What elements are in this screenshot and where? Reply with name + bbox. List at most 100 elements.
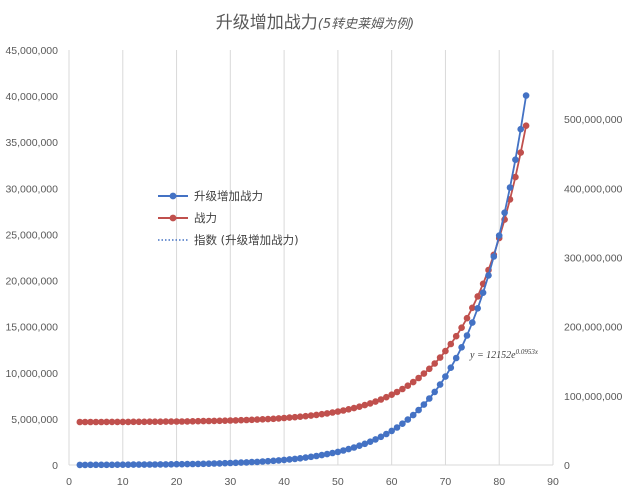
point-power-33 (243, 416, 250, 424)
point-upgrade-45 (307, 453, 315, 461)
point-power-61 (393, 388, 401, 396)
x-tick-label-3: 30 (224, 476, 236, 488)
point-power-60 (388, 391, 396, 399)
point-upgrade-23 (189, 460, 196, 468)
point-upgrade-71 (447, 364, 455, 372)
y-left-tick-label-4: 20,000,000 (5, 276, 58, 288)
point-power-29 (221, 417, 229, 425)
point-upgrade-74 (463, 332, 471, 339)
point-power-49 (329, 409, 336, 416)
y-right-tick-label-1: 100,000,000 (564, 391, 623, 403)
point-upgrade-29 (221, 459, 229, 467)
chart-title: 升级增加战力(5转史莱姆为例) (216, 13, 414, 33)
point-power-11 (124, 418, 132, 426)
x-tick-label-6: 60 (386, 476, 398, 488)
point-upgrade-85 (522, 92, 530, 99)
y-right-tick-label-4: 400,000,000 (564, 183, 623, 195)
point-power-76 (474, 293, 482, 300)
point-power-67 (426, 365, 433, 373)
point-power-84 (517, 149, 524, 156)
x-tick-label-7: 70 (440, 476, 452, 488)
point-upgrade-46 (313, 452, 320, 460)
point-upgrade-78 (485, 272, 492, 279)
x-tick-label-8: 80 (493, 476, 505, 488)
chart-title-main: 升级增加战力 (216, 13, 318, 33)
point-power-22 (184, 418, 191, 425)
point-upgrade-39 (275, 457, 283, 464)
point-power-74 (463, 314, 471, 322)
point-power-36 (259, 416, 266, 423)
series-line-upgrade (79, 95, 527, 466)
point-power-12 (130, 418, 137, 426)
legend-item-upgrade: 升级增加战力 (158, 189, 263, 203)
point-upgrade-19 (167, 461, 175, 468)
point-upgrade-47 (318, 451, 326, 459)
point-upgrade-83 (512, 156, 519, 163)
point-power-62 (399, 385, 406, 393)
point-upgrade-26 (205, 460, 213, 468)
point-power-47 (318, 410, 326, 418)
series-line-power (79, 125, 527, 423)
point-power-43 (296, 413, 304, 421)
y-left-tick-label-5: 25,000,000 (5, 229, 58, 241)
point-upgrade-59 (383, 430, 390, 438)
y-left-tick-label-7: 35,000,000 (5, 137, 58, 149)
point-power-32 (237, 416, 245, 424)
point-upgrade-76 (474, 305, 482, 312)
point-power-4 (87, 418, 94, 426)
point-upgrade-42 (291, 455, 299, 463)
point-upgrade-27 (210, 460, 218, 467)
trendline-equation: y = 12152e0.0953x (469, 348, 539, 361)
point-power-30 (227, 417, 234, 424)
point-upgrade-69 (436, 381, 444, 388)
point-power-70 (442, 347, 449, 355)
y-left-tick-label-8: 40,000,000 (5, 91, 58, 103)
point-upgrade-70 (442, 373, 449, 380)
legend: 升级增加战力 战力 指数 (升级增加战力) (158, 189, 299, 247)
legend-label-upgrade: 升级增加战力 (194, 189, 263, 203)
point-upgrade-31 (232, 459, 239, 467)
point-upgrade-8 (108, 461, 116, 469)
x-tick-label-2: 20 (171, 476, 183, 488)
y-left-tick-label-6: 30,000,000 (5, 183, 58, 195)
point-power-17 (157, 418, 164, 426)
x-tick-label-4: 40 (278, 476, 290, 488)
point-upgrade-9 (114, 461, 121, 469)
point-upgrade-55 (361, 440, 369, 448)
point-power-24 (194, 417, 202, 425)
point-upgrade-25 (200, 460, 207, 468)
point-power-34 (248, 416, 256, 424)
point-power-18 (162, 418, 170, 425)
legend-label-trendline: 指数 (升级增加战力) (194, 233, 299, 247)
point-power-54 (356, 403, 363, 411)
y-left-tick-label-0: 0 (52, 460, 58, 472)
point-power-48 (323, 410, 331, 417)
point-upgrade-34 (248, 458, 256, 466)
point-upgrade-17 (157, 461, 164, 468)
point-power-7 (103, 418, 110, 426)
chart-subtitle: (5转史莱姆为例) (318, 17, 414, 32)
point-power-68 (431, 360, 439, 367)
gridlines (68, 50, 554, 465)
y-axis-left-labels: 0 5,000,000 10,000,000 15,000,000 20,000,000… (5, 45, 58, 472)
point-power-23 (189, 418, 196, 425)
point-upgrade-72 (452, 354, 460, 362)
point-power-31 (232, 417, 239, 424)
point-upgrade-3 (81, 461, 89, 469)
point-upgrade-21 (178, 460, 186, 468)
point-upgrade-38 (270, 457, 277, 465)
point-upgrade-63 (404, 416, 412, 423)
point-upgrade-68 (431, 388, 439, 396)
trendline-equation-exponent: 0.0953x (516, 348, 539, 356)
point-upgrade-2 (76, 461, 84, 469)
trendline (79, 95, 527, 466)
point-upgrade-51 (340, 447, 347, 454)
point-upgrade-79 (490, 253, 498, 260)
point-upgrade-43 (296, 455, 304, 462)
point-power-53 (350, 404, 358, 412)
point-power-42 (291, 413, 299, 421)
point-upgrade-77 (479, 289, 487, 297)
point-power-14 (141, 418, 148, 426)
point-upgrade-13 (135, 461, 143, 468)
point-upgrade-5 (92, 461, 100, 469)
